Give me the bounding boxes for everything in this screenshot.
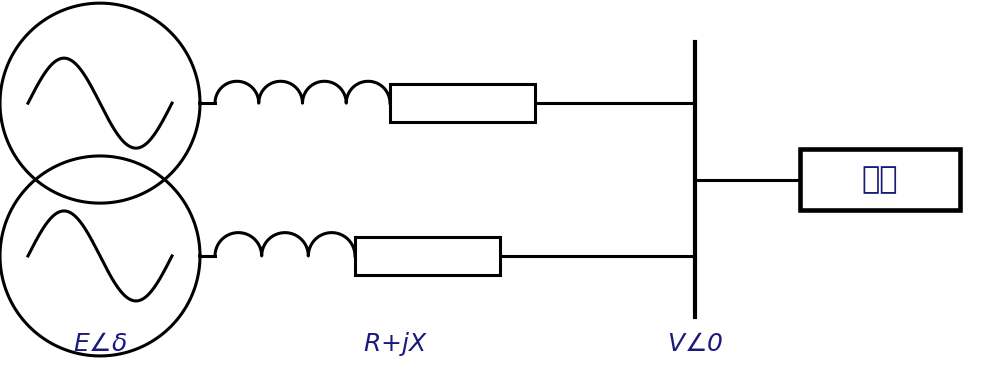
Text: $R$+j$X$: $R$+j$X$	[363, 330, 427, 358]
Text: E$\angle\delta$: E$\angle\delta$	[73, 332, 127, 356]
Bar	[800, 149, 960, 210]
Text: $V$$\angle$0: $V$$\angle$0	[667, 332, 723, 356]
Text: 负载: 负载	[862, 165, 898, 194]
Bar	[390, 84, 535, 122]
Bar	[355, 237, 500, 275]
